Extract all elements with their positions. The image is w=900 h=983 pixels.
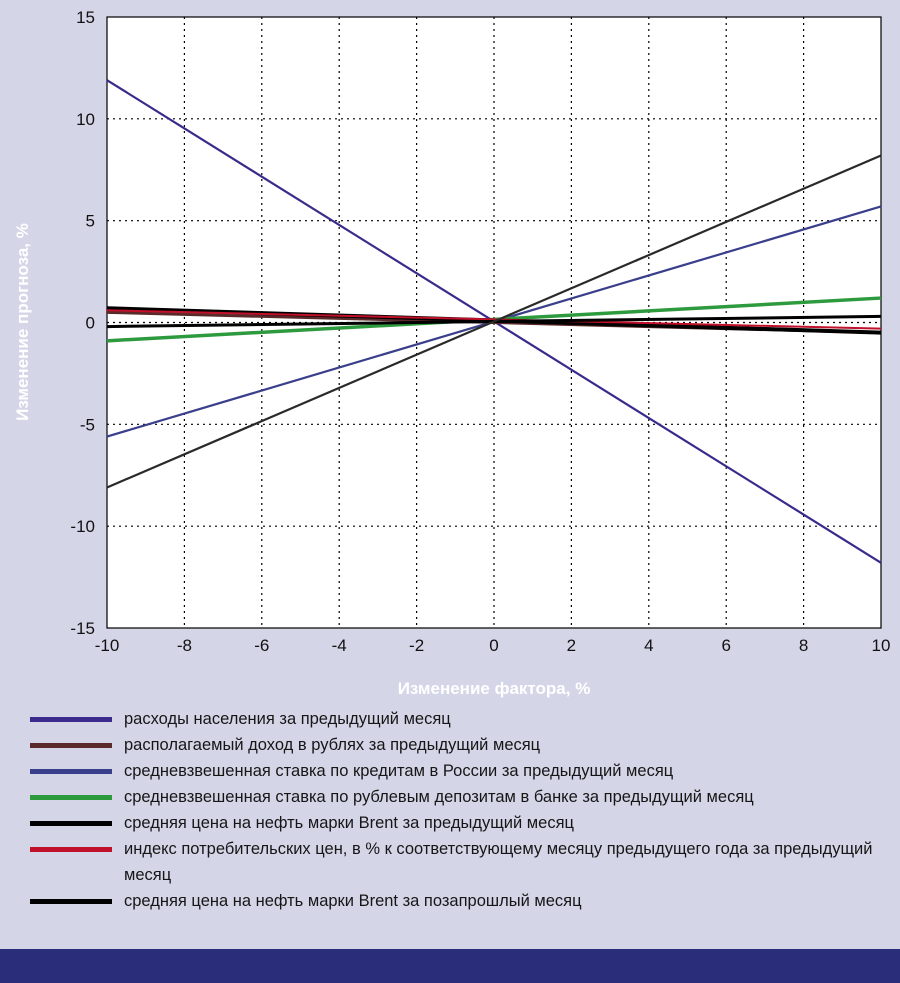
y-axis-label: Изменение прогноза, % bbox=[13, 223, 32, 421]
legend-swatch bbox=[30, 717, 112, 722]
y-tick-label: 15 bbox=[76, 8, 95, 27]
x-tick-label: 10 bbox=[872, 636, 891, 655]
legend-label: средняя цена на нефть марки Brent за поз… bbox=[124, 892, 582, 910]
series-line bbox=[106, 154, 882, 489]
x-tick-label: -10 bbox=[95, 636, 120, 655]
legend-swatch bbox=[30, 743, 112, 748]
x-tick-label: 4 bbox=[644, 636, 653, 655]
legend-item: расходы населения за предыдущий месяц bbox=[30, 706, 900, 732]
y-tick-label: -5 bbox=[80, 415, 95, 434]
legend-item: индекс потребительских цен, в % к соотве… bbox=[30, 836, 900, 888]
legend-item: средневзвешенная ставка по кредитам в Ро… bbox=[30, 758, 900, 784]
legend-swatch bbox=[30, 769, 112, 774]
y-tick-label: -10 bbox=[70, 517, 95, 536]
x-tick-label: 6 bbox=[721, 636, 730, 655]
x-tick-label: 2 bbox=[567, 636, 576, 655]
x-tick-label: -6 bbox=[254, 636, 269, 655]
y-tick-label: 0 bbox=[86, 314, 95, 333]
x-tick-label: -8 bbox=[177, 636, 192, 655]
legend-swatch bbox=[30, 899, 112, 904]
legend-swatch bbox=[30, 795, 112, 800]
x-axis-label: Изменение фактора, % bbox=[398, 679, 591, 698]
legend-label: индекс потребительских цен, в % к соотве… bbox=[124, 840, 873, 884]
footer-bar bbox=[0, 949, 900, 983]
legend-label: средняя цена на нефть марки Brent за пре… bbox=[124, 814, 574, 832]
legend-item: средняя цена на нефть марки Brent за поз… bbox=[30, 888, 900, 914]
legend-label: средневзвешенная ставка по рублевым депо… bbox=[124, 788, 754, 806]
legend-item: располагаемый доход в рублях за предыдущ… bbox=[30, 732, 900, 758]
legend-swatch bbox=[30, 821, 112, 826]
y-tick-label: 5 bbox=[86, 212, 95, 231]
legend-label: располагаемый доход в рублях за предыдущ… bbox=[124, 736, 541, 754]
x-tick-label: -4 bbox=[332, 636, 347, 655]
legend-label: расходы населения за предыдущий месяц bbox=[124, 710, 451, 728]
legend: расходы населения за предыдущий месяц рас… bbox=[30, 706, 900, 914]
legend-item: средневзвешенная ставка по рублевым депо… bbox=[30, 784, 900, 810]
y-tick-label: 10 bbox=[76, 110, 95, 129]
legend-item: средняя цена на нефть марки Brent за пре… bbox=[30, 810, 900, 836]
y-tick-label: -15 bbox=[70, 619, 95, 638]
series-line bbox=[106, 309, 882, 330]
x-tick-label: -2 bbox=[409, 636, 424, 655]
legend-label: средневзвешенная ставка по кредитам в Ро… bbox=[124, 762, 674, 780]
x-tick-label: 8 bbox=[799, 636, 808, 655]
legend-swatch bbox=[30, 847, 112, 852]
series-layer bbox=[106, 79, 882, 564]
x-tick-label: 0 bbox=[489, 636, 498, 655]
